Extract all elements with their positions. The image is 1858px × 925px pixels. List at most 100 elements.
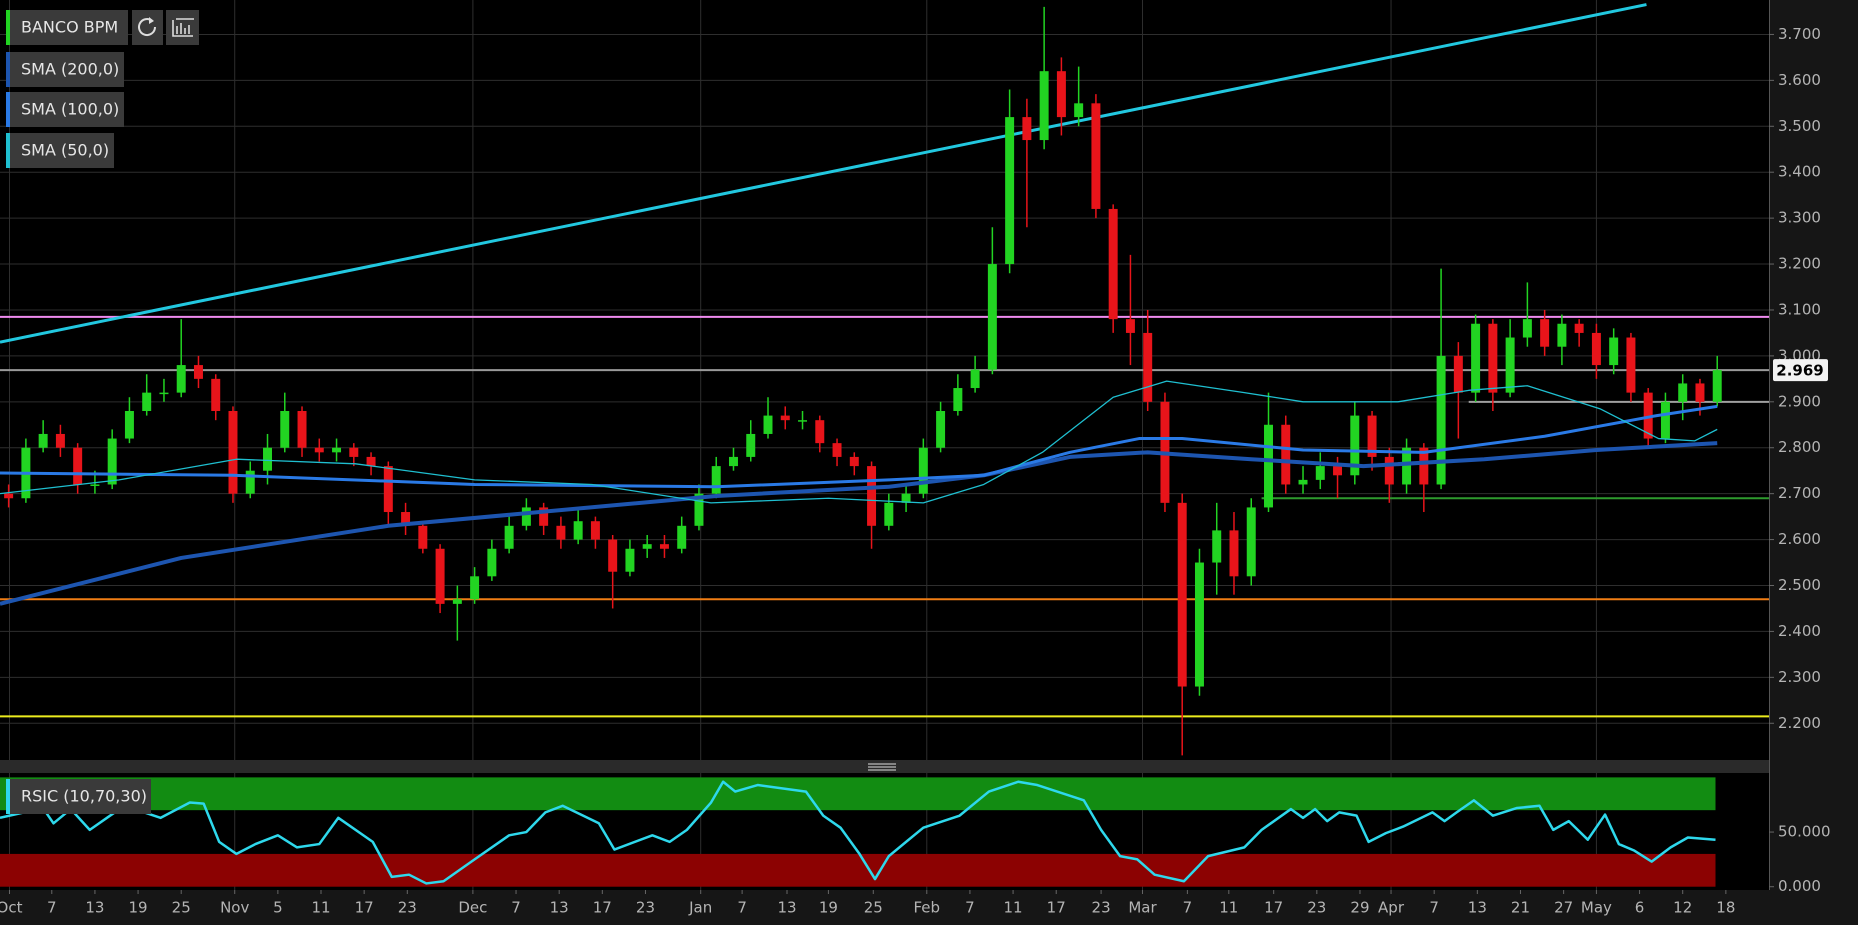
price-panel	[0, 0, 1769, 760]
candle-body	[1678, 383, 1688, 402]
candle-body	[987, 264, 997, 370]
x-tick-label: 25	[172, 899, 191, 917]
candle-body	[1246, 507, 1256, 577]
candle-body	[1419, 447, 1429, 485]
candle-body	[1660, 401, 1670, 439]
x-tick-label: 7	[1429, 899, 1439, 917]
legend-swatch	[6, 52, 10, 87]
x-tick-label: Nov	[220, 899, 249, 917]
x-tick-label: 7	[965, 899, 975, 917]
legend-box[interactable]	[6, 10, 128, 45]
price-plot	[0, 3, 1769, 756]
moving-average-line	[0, 441, 1718, 606]
candle-body	[1333, 466, 1343, 476]
x-tick-label: Jan	[688, 899, 712, 917]
legend-box[interactable]	[6, 92, 124, 127]
candle-body	[401, 512, 411, 526]
candle-body	[211, 378, 221, 411]
x-tick-label: 12	[1673, 899, 1692, 917]
x-tick-label: 25	[864, 899, 883, 917]
candle-body	[556, 525, 566, 540]
x-tick-label: 13	[85, 899, 104, 917]
candle-body	[798, 420, 808, 422]
candle-body	[1522, 319, 1532, 338]
candle-body	[953, 388, 963, 411]
candle-body	[159, 392, 169, 395]
axes: 2.200 2.300 2.400 2.500 2.600 2.700 2.800 2.900…	[0, 25, 1831, 917]
candle-body	[625, 548, 635, 572]
candle-body	[1005, 117, 1015, 265]
refresh-button[interactable]	[132, 10, 163, 45]
y-tick-label: 2.800	[1778, 438, 1821, 456]
candle-body	[1056, 71, 1066, 118]
candle-body	[1505, 337, 1515, 393]
candle-body	[1471, 323, 1481, 393]
y-tick-label: 3.200	[1778, 255, 1821, 273]
legend-swatch	[6, 10, 10, 45]
candle-body	[1488, 323, 1498, 393]
price-tag-box	[1773, 359, 1828, 382]
candle-body	[1108, 208, 1118, 320]
candle-body	[349, 447, 359, 457]
x-tick-label: 6	[1635, 899, 1645, 917]
candle-body	[1557, 323, 1567, 347]
x-tick-label: 11	[311, 899, 330, 917]
y-tick-label: 3.700	[1778, 25, 1821, 43]
candle-body	[452, 599, 462, 604]
candle-body	[90, 484, 100, 486]
y-tick-label: 3.500	[1778, 117, 1821, 135]
y-tick-label: 2.500	[1778, 576, 1821, 594]
candle-body	[1453, 355, 1463, 393]
candle-body	[1712, 370, 1722, 402]
candle-body	[936, 410, 946, 448]
x-tick-label: May	[1581, 899, 1612, 917]
divider-handle[interactable]	[868, 763, 896, 771]
x-tick-label: 23	[1092, 899, 1111, 917]
grid	[0, 0, 1769, 890]
y-tick-label: 2.300	[1778, 668, 1821, 686]
legend-label: BANCO BPM	[21, 18, 118, 37]
candle-body	[73, 447, 83, 485]
candle-body	[1281, 424, 1291, 485]
trend-line	[0, 3, 1647, 344]
candle-body	[1643, 392, 1653, 439]
candle-body	[1384, 456, 1394, 485]
candle-body	[383, 466, 393, 513]
legend-box[interactable]	[6, 133, 114, 168]
x-tick-label: 17	[593, 899, 612, 917]
rsi-band	[0, 853, 1716, 887]
x-tick-label: 7	[737, 899, 747, 917]
candle-body	[694, 493, 704, 526]
chart-settings-button[interactable]	[166, 10, 199, 45]
x-tick-label: 7	[1183, 899, 1193, 917]
x-tick-label: 13	[1468, 899, 1487, 917]
candle-body	[470, 576, 480, 600]
x-tick-label: Oct	[0, 899, 23, 917]
candle-body	[1177, 502, 1187, 687]
candle-body	[1212, 530, 1222, 563]
candle-body	[1350, 415, 1360, 476]
y-tick-label: 0.000	[1778, 877, 1821, 895]
y-tick-label: 50.000	[1778, 823, 1831, 841]
x-tick-label: 13	[777, 899, 796, 917]
candle-body	[608, 539, 618, 572]
x-tick-label: Mar	[1128, 899, 1157, 917]
legend-box[interactable]	[6, 52, 124, 87]
candle-body	[107, 438, 117, 485]
candle-body	[815, 420, 825, 444]
candle-body	[366, 456, 376, 467]
candle-body	[245, 470, 255, 494]
x-tick-label: 23	[1307, 899, 1326, 917]
candle-body	[1143, 332, 1153, 402]
legend-label: RSIC (10,70,30)	[21, 787, 147, 806]
legend: BANCO BPM SMA (200,0) SMA (100,0) SMA (5…	[6, 10, 199, 814]
y-tick-label: 2.600	[1778, 530, 1821, 548]
legend-box[interactable]	[6, 779, 151, 814]
legend-label: SMA (50,0)	[21, 141, 109, 160]
candle-body	[729, 456, 738, 467]
y-tick-label: 2.700	[1778, 484, 1821, 502]
candle-body	[1591, 332, 1601, 366]
x-tick-label: 5	[273, 899, 283, 917]
candle-body	[263, 447, 272, 471]
legend-label: SMA (100,0)	[21, 100, 119, 119]
